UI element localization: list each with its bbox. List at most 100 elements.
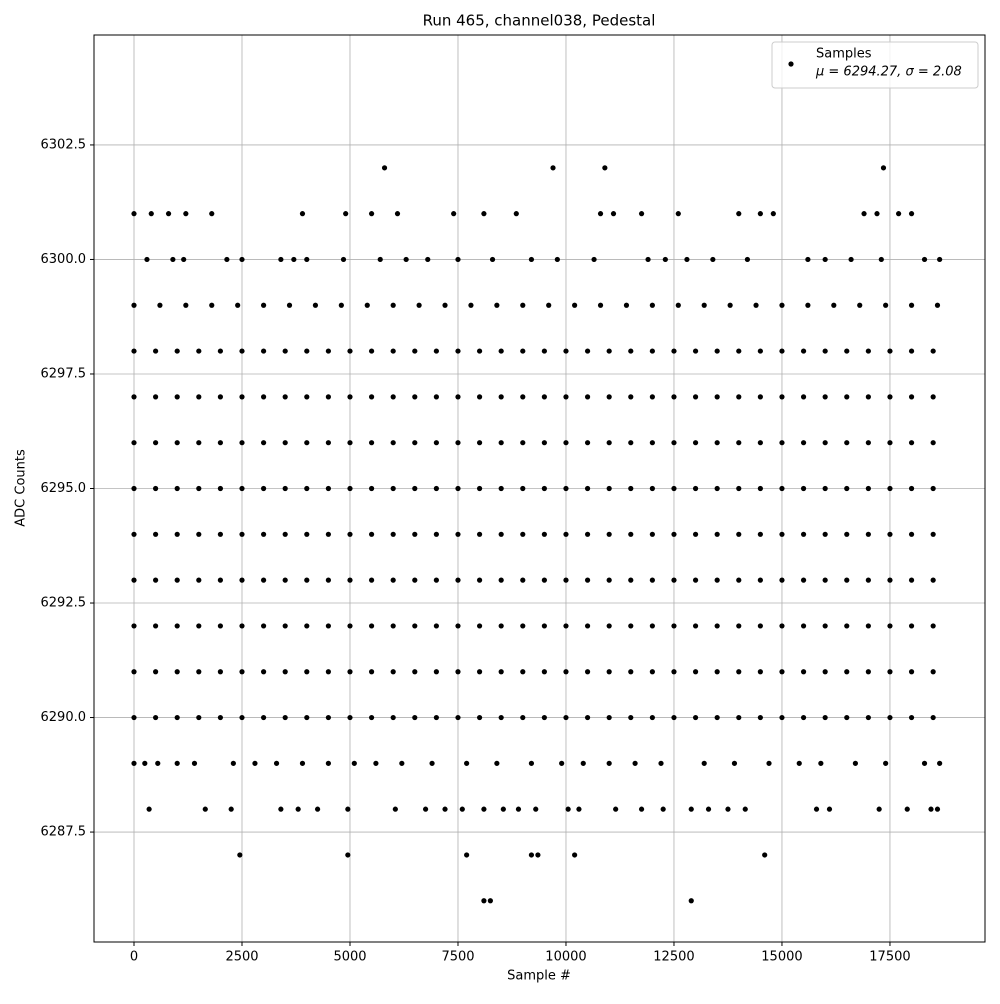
data-point [146, 806, 152, 812]
data-point [153, 394, 159, 400]
data-point [865, 440, 871, 446]
data-point [390, 302, 396, 308]
x-tick-label: 17500 [869, 950, 910, 965]
data-point [153, 348, 159, 354]
plot-frame [93, 34, 986, 943]
data-point [433, 440, 439, 446]
data-point [610, 211, 617, 217]
data-point [291, 256, 297, 263]
data-point [390, 577, 396, 583]
data-point [714, 348, 720, 354]
data-point [239, 256, 245, 263]
data-point [921, 256, 928, 263]
data-point [148, 211, 154, 217]
data-point [142, 760, 148, 766]
data-point [887, 531, 893, 537]
data-point [455, 256, 461, 263]
data-point [476, 485, 483, 492]
data-point [455, 577, 461, 583]
data-point [433, 531, 439, 537]
data-point [736, 623, 742, 629]
data-point [282, 714, 288, 721]
data-point [800, 485, 807, 492]
data-point [325, 714, 331, 721]
data-point [584, 669, 591, 675]
data-point [191, 760, 198, 766]
data-point [433, 348, 439, 354]
data-point [399, 760, 405, 766]
data-point [153, 669, 159, 675]
data-point [692, 577, 699, 583]
data-point [412, 440, 418, 446]
data-point [649, 348, 655, 354]
data-point [766, 760, 772, 766]
data-point [153, 440, 159, 446]
data-point [908, 485, 915, 492]
data-point [606, 760, 612, 766]
data-point [554, 256, 560, 263]
data-point [131, 531, 137, 537]
data-point [865, 531, 871, 537]
data-point [131, 394, 137, 400]
data-point [325, 394, 331, 400]
data-point [202, 806, 208, 812]
data-point [155, 760, 161, 766]
data-point [239, 623, 245, 629]
data-point [455, 531, 461, 537]
data-point [196, 623, 202, 629]
data-point [442, 302, 448, 308]
data-point [520, 714, 526, 721]
data-point [174, 760, 180, 766]
data-point [736, 531, 742, 537]
data-point [476, 531, 483, 537]
data-point [153, 485, 159, 492]
data-point [217, 531, 223, 537]
data-point [325, 577, 331, 583]
data-point [736, 440, 742, 446]
data-point [541, 623, 547, 629]
data-point [606, 714, 612, 721]
data-point [476, 577, 483, 583]
data-point [649, 531, 655, 537]
data-point [701, 760, 707, 766]
data-point [874, 211, 880, 217]
data-point [368, 714, 375, 721]
data-point [153, 531, 159, 537]
data-point [390, 485, 396, 492]
data-point [260, 669, 267, 675]
data-point [887, 485, 893, 492]
data-point [887, 714, 893, 721]
data-point [930, 623, 936, 629]
data-point [779, 577, 785, 583]
data-point [498, 348, 504, 354]
data-point [312, 302, 319, 308]
data-point [628, 714, 634, 721]
data-point [865, 714, 871, 721]
data-point [377, 256, 383, 263]
data-point [649, 302, 655, 308]
data-point [455, 394, 461, 400]
data-point [442, 806, 448, 812]
data-point [239, 531, 245, 537]
y-tick-label: 6287.5 [41, 825, 87, 840]
data-point [196, 669, 202, 675]
data-point [584, 623, 591, 629]
data-point [196, 348, 202, 354]
data-point [546, 302, 552, 308]
data-point [487, 898, 493, 904]
data-point [563, 577, 569, 583]
data-point [368, 485, 375, 492]
data-point [174, 485, 180, 492]
x-tick-label: 2500 [225, 950, 258, 965]
data-point [196, 394, 202, 400]
data-point [412, 714, 418, 721]
data-point [671, 531, 677, 537]
data-point [181, 256, 187, 263]
data-point [347, 485, 353, 492]
data-point [744, 256, 751, 263]
data-point [757, 669, 763, 675]
data-point [390, 531, 396, 537]
data-point [368, 623, 375, 629]
y-tick-label: 6290.0 [41, 710, 87, 725]
data-point [433, 485, 439, 492]
